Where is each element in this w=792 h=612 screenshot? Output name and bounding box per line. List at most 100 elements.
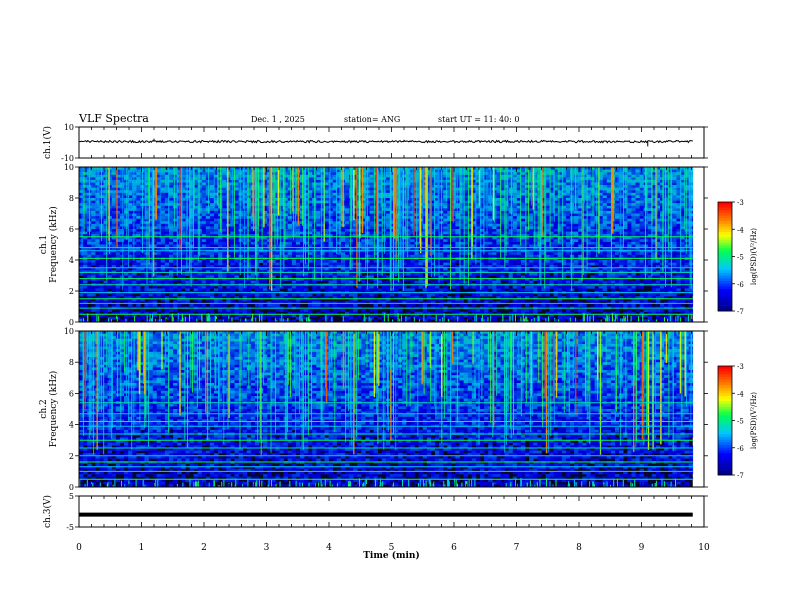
s1-cell [504,167,509,170]
s1-cell [455,239,460,243]
s1-cell [132,229,137,232]
s1-cell [377,226,383,230]
s1-cell [664,229,669,232]
s1-cell [377,169,383,173]
s1-cell [128,229,133,232]
s1-cell [406,239,411,243]
s1-cell [164,208,170,212]
s1-cell [639,192,644,196]
s1-cell [119,182,125,186]
s1-cell [259,174,264,178]
s1-cell [410,239,415,243]
s1-cell [684,226,689,230]
s1-cell [332,229,338,232]
s1-cell [430,179,436,183]
s1-cell [655,208,661,212]
s1-cell [435,179,440,183]
s1-cell [655,182,661,186]
s1-cell [381,190,387,194]
s1-cell [578,198,583,201]
s1-cell [500,205,505,209]
s1-cell [447,239,452,243]
s1-cell [119,167,125,170]
s1-cell [295,244,301,248]
s1-cell [516,205,522,209]
s1-cell [533,174,538,178]
s1-cell [647,187,653,191]
s1-cell [631,200,636,204]
s1-cell [189,174,194,178]
s1-cell [529,223,534,227]
s1-cell [520,218,526,222]
s1-cell [214,190,219,194]
s1-cell [83,239,88,243]
s1-cell [132,172,137,176]
s1-cell [447,218,452,222]
s1-cell [136,247,141,250]
s1-cell [119,236,125,240]
s1-cell [480,221,485,225]
s1-cell [631,174,636,178]
s1-cell [295,239,301,243]
s1-cell [672,169,677,173]
s1-cell [250,241,256,245]
s1-cell [279,174,284,178]
s1-cell [463,229,468,232]
s1-cell [549,174,554,178]
s1-cell [402,213,407,217]
s1-cell [631,218,636,222]
s1-cell [83,198,88,201]
s1-cell [623,239,628,243]
s1-cell [586,239,591,243]
s1-cell [115,229,121,232]
s1-cell [336,203,342,207]
s1-cell [250,239,256,243]
s1-cell [132,218,137,222]
s1-cell [156,167,162,170]
s1-cell [561,185,567,188]
s1-cell [676,213,681,217]
s1-cell [651,236,657,240]
s1-cell [512,187,518,191]
s1-cell [369,226,374,230]
s1-cell [467,226,473,230]
s1-cell [111,229,117,232]
s1-cell [324,190,329,194]
s1-cell [336,216,342,219]
s1-cell [406,231,411,235]
s1-cell [553,241,558,245]
s1-cell [291,218,297,222]
s1-cell [369,234,374,238]
s1-cell [156,241,162,245]
s1-cell [201,210,207,214]
s1-cell [586,226,591,230]
s1-cell [565,190,571,194]
s1-cell [430,218,436,222]
s1-cell [160,231,166,235]
s1-cell [246,216,252,219]
s1-cell [545,213,550,217]
s1-cell [402,177,407,181]
s1-cell [336,234,342,238]
s1-cell [402,169,407,173]
s1-cell [447,187,452,191]
s1-cell [271,236,276,240]
s1-cell [459,192,464,196]
s1-cell [651,179,657,183]
s1-cell [263,198,268,201]
s1-cell [214,213,219,217]
s1-cell [189,195,194,199]
s1-cell [136,167,141,170]
s1-cell [619,229,624,232]
s1-cell [574,234,579,238]
s1-cell [606,200,612,204]
s1-cell [504,223,509,227]
s1-cell [336,182,342,186]
s1-cell [443,241,448,245]
s1-cell [128,226,133,230]
s1-cell [606,179,612,183]
s1-cell [582,239,587,243]
s1-cell [680,200,685,204]
s1-cell [447,234,452,238]
s1-cell [222,208,227,212]
